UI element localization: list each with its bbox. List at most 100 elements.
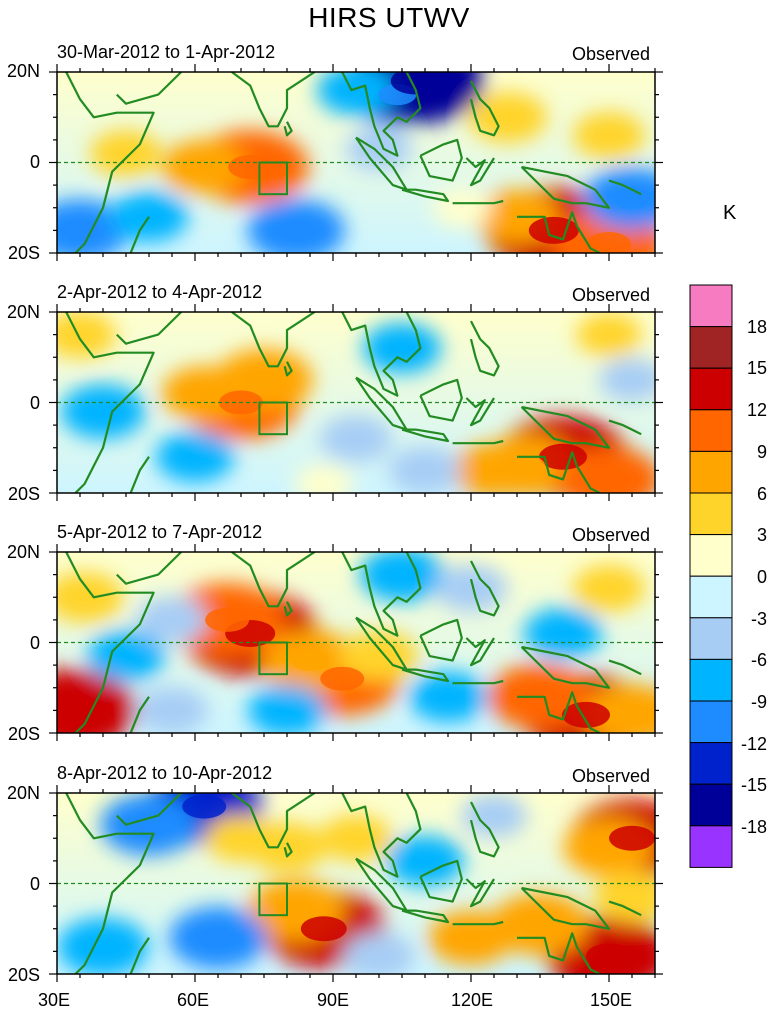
- coastline: [608, 659, 642, 676]
- anomaly-core: [528, 216, 579, 244]
- coastline: [465, 157, 495, 187]
- anomaly-blob: [451, 443, 537, 493]
- axis-ticks: [49, 785, 663, 982]
- panel-3-lat-20n: 20N: [6, 542, 40, 562]
- coastline: [401, 668, 450, 683]
- region-box: [258, 401, 288, 436]
- colorbar-swatch: [689, 825, 733, 868]
- panel-4-lat-20n: 20N: [6, 783, 40, 803]
- colorbar-swatch: [689, 742, 733, 785]
- anomaly-core: [130, 814, 168, 836]
- axis-ticks: [49, 544, 663, 741]
- anomaly-blob: [468, 91, 547, 143]
- anomaly-core: [199, 927, 237, 949]
- coastline: [465, 878, 495, 908]
- panel-3-label: Observed: [571, 525, 650, 545]
- coastline: [469, 801, 500, 858]
- coastline: [465, 637, 495, 667]
- anomaly-core: [57, 697, 95, 724]
- coastline: [341, 312, 422, 397]
- coastline: [401, 188, 450, 203]
- anomaly-core: [586, 943, 632, 969]
- anomaly-field: [57, 72, 655, 253]
- anomaly-blob: [161, 139, 247, 195]
- anomaly-blob: [339, 630, 419, 682]
- colorbar-label-12: 12: [746, 400, 767, 420]
- anomaly-blob: [599, 358, 655, 402]
- panel-2-lat-20s: 20S: [7, 484, 40, 504]
- colorbar-swatch: [689, 700, 733, 744]
- coastline: [283, 121, 293, 137]
- coastline: [469, 560, 500, 617]
- coastline: [608, 900, 642, 917]
- anomaly-blob: [523, 608, 603, 659]
- panel-4-date: 8-Apr-2012 to 10-Apr-2012: [57, 763, 273, 783]
- colorbar: [689, 284, 733, 868]
- panel-1-label: Observed: [571, 44, 650, 64]
- anomaly-blob: [408, 671, 488, 723]
- anomaly-blob: [385, 835, 465, 887]
- panel-3-date: 5-Apr-2012 to 7-Apr-2012: [57, 522, 263, 542]
- panel-1-lat-20n: 20N: [6, 61, 40, 81]
- colorbar-label-neg18: -18: [740, 817, 767, 837]
- colorbar-swatch: [689, 783, 733, 827]
- coastline: [452, 199, 504, 205]
- panel-1-lat-0: 0: [29, 152, 40, 172]
- coastline: [231, 793, 316, 849]
- anomaly-blob: [461, 794, 527, 838]
- panel-4-label: Observed: [571, 766, 650, 786]
- anomaly-blob: [343, 932, 415, 974]
- coastline: [341, 793, 422, 878]
- coastline: [465, 397, 495, 427]
- coastline: [65, 793, 155, 974]
- panel-2-date: 2-Apr-2012 to 4-Apr-2012: [57, 282, 263, 302]
- lon-label-60e: 60E: [177, 990, 210, 1010]
- anomaly-blob: [389, 446, 461, 493]
- coastline: [520, 886, 611, 930]
- anomaly-blob: [320, 814, 392, 862]
- coastline: [65, 312, 155, 493]
- anomaly-core: [291, 650, 329, 672]
- colorbar-swatch: [689, 658, 733, 702]
- coastline: [116, 552, 182, 585]
- anomaly-core: [390, 72, 441, 95]
- anomaly-blob: [592, 871, 655, 923]
- anomaly-field: [57, 793, 655, 974]
- chart-title: HIRS UTWV: [308, 2, 470, 33]
- coastline: [401, 428, 450, 443]
- coastline: [520, 165, 611, 209]
- map-panel-2: [49, 304, 663, 501]
- coastline: [116, 72, 182, 105]
- colorbar-label-neg15: -15: [740, 775, 767, 795]
- anomaly-core: [587, 231, 631, 253]
- anomaly-core: [182, 794, 227, 819]
- colorbar-swatch: [689, 409, 733, 452]
- panel-1-date: 30-Mar-2012 to 1-Apr-2012: [57, 42, 276, 62]
- colorbar-label-neg6: -6: [750, 650, 767, 670]
- colorbar-label-neg12: -12: [740, 734, 767, 754]
- anomaly-core: [205, 607, 250, 632]
- panel-4-lat-20s: 20S: [7, 965, 40, 985]
- anomaly-blob: [346, 127, 412, 171]
- coastline: [129, 937, 150, 974]
- coastline: [608, 179, 642, 196]
- anomaly-blob: [60, 384, 146, 439]
- panel-2-label: Observed: [571, 285, 650, 305]
- colorbar-label-3: 3: [756, 525, 767, 545]
- anomaly-blob: [90, 129, 162, 177]
- colorbar-swatch: [689, 617, 733, 660]
- anomaly-core: [320, 666, 365, 691]
- anomaly-core: [609, 825, 655, 851]
- anomaly-core: [61, 219, 99, 241]
- lon-label-150e: 150E: [590, 990, 633, 1010]
- coastline: [452, 679, 504, 685]
- coastline: [116, 312, 182, 345]
- anomaly-blob: [428, 910, 514, 966]
- panel-3-lat-20s: 20S: [7, 724, 40, 744]
- anomaly-core: [245, 369, 283, 391]
- coastline: [469, 320, 500, 377]
- coastline: [520, 645, 611, 689]
- map-panel-1: [49, 64, 663, 261]
- colorbar-label-15: 15: [746, 358, 767, 378]
- axis-ticks: [49, 64, 663, 261]
